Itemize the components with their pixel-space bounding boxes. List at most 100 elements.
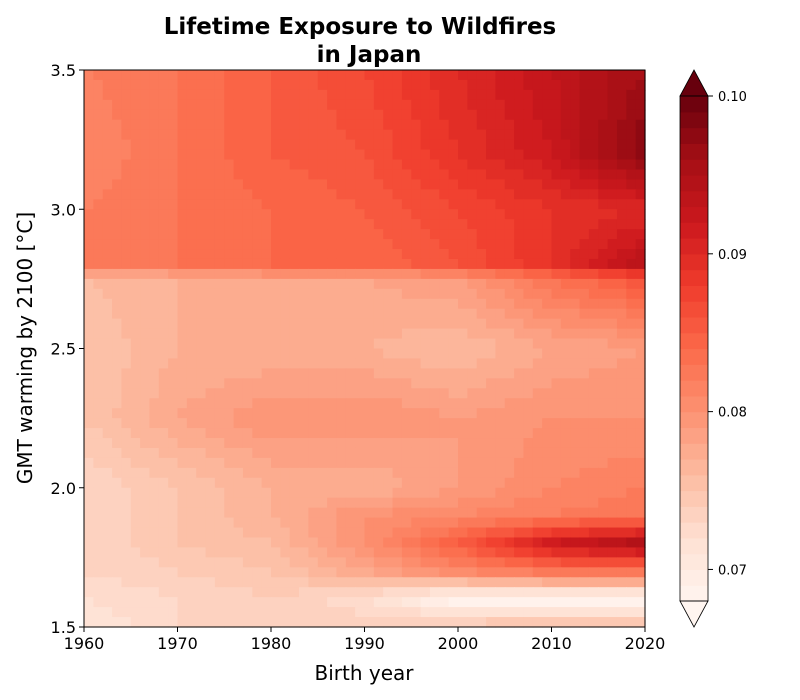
heatmap-cell (93, 229, 104, 240)
heatmap-cell (252, 258, 263, 270)
heatmap-cell (345, 577, 356, 588)
heatmap-cell (439, 99, 450, 111)
heatmap-cell (299, 109, 309, 121)
heatmap-cell (242, 487, 253, 499)
heatmap-cell (598, 428, 609, 439)
heatmap-cell (448, 477, 459, 489)
y-tick-label: 3.0 (51, 200, 76, 219)
heatmap-cell (551, 477, 562, 489)
heatmap-cell (504, 328, 515, 340)
heatmap-cell (607, 219, 618, 230)
heatmap-cell (140, 258, 151, 270)
heatmap-cell (224, 438, 235, 449)
heatmap-cell (205, 368, 216, 379)
heatmap-cell (579, 278, 590, 290)
heatmap-cell (233, 159, 244, 171)
colorbar-segment (680, 443, 708, 460)
heatmap-cell (93, 358, 104, 369)
heatmap-cell (383, 517, 394, 529)
heatmap-cell (439, 607, 450, 618)
heatmap-cell (112, 368, 122, 379)
heatmap-cell (102, 149, 113, 161)
heatmap-cell (93, 169, 104, 181)
heatmap-cell (401, 219, 412, 230)
heatmap-cell (401, 408, 412, 419)
heatmap-cell (214, 278, 225, 290)
heatmap-cell (289, 388, 300, 399)
heatmap-cell (486, 169, 496, 181)
heatmap-cell (495, 597, 506, 608)
heatmap-cell (486, 209, 496, 220)
heatmap-cell (102, 239, 113, 250)
heatmap-cell (149, 288, 160, 300)
heatmap-cell (514, 587, 525, 598)
heatmap-cell (186, 179, 197, 190)
heatmap-cell (504, 338, 515, 350)
heatmap-cell (411, 179, 422, 190)
heatmap-cell (242, 139, 253, 151)
heatmap-cell (84, 388, 94, 399)
heatmap-cell (242, 159, 253, 171)
heatmap-cell (401, 497, 412, 509)
heatmap-cell (448, 258, 459, 270)
heatmap-cell (504, 169, 515, 181)
heatmap-cell (93, 398, 104, 409)
heatmap-cell (214, 438, 225, 449)
heatmap-cell (186, 189, 197, 200)
heatmap-cell (476, 597, 487, 608)
heatmap-cell (523, 219, 534, 230)
heatmap-cell (486, 348, 496, 360)
heatmap-cell (616, 457, 627, 469)
colorbar-segment (680, 348, 708, 365)
heatmap-cell (579, 467, 590, 479)
heatmap-cell (439, 229, 450, 240)
heatmap-cell (579, 149, 590, 161)
heatmap-cell (364, 388, 375, 399)
heatmap-cell (93, 447, 104, 459)
heatmap-cell (149, 99, 160, 111)
heatmap-cell (570, 527, 581, 539)
heatmap-cell (467, 219, 478, 230)
heatmap-cell (112, 79, 122, 91)
heatmap-cell (271, 298, 281, 310)
heatmap-cell (121, 189, 132, 200)
heatmap-cell (317, 368, 328, 379)
heatmap-cell (252, 368, 263, 379)
heatmap-cell (579, 288, 590, 300)
heatmap-cell (411, 537, 422, 549)
heatmap-cell (280, 577, 291, 588)
heatmap-cell (140, 328, 151, 340)
heatmap-cell (495, 249, 506, 260)
heatmap-cell (186, 229, 197, 240)
heatmap-cell (607, 209, 618, 220)
heatmap-cell (205, 557, 216, 568)
heatmap-cell (420, 577, 431, 588)
heatmap-cell (121, 278, 132, 290)
heatmap-cell (224, 517, 235, 529)
heatmap-cell (168, 79, 179, 91)
heatmap-cell (542, 348, 553, 360)
heatmap-cell (635, 268, 646, 280)
heatmap-cell (261, 298, 272, 310)
heatmap-cell (532, 79, 543, 91)
heatmap-cell (448, 109, 459, 121)
heatmap-cell (149, 328, 160, 340)
heatmap-cell (130, 189, 141, 200)
heatmap-cell (327, 487, 338, 499)
heatmap-cell (579, 388, 590, 399)
heatmap-cell (140, 89, 151, 101)
heatmap-cell (149, 338, 160, 350)
heatmap-cell (551, 328, 562, 340)
heatmap-cell (551, 378, 562, 389)
heatmap-cell (495, 139, 506, 151)
heatmap-cell (84, 99, 94, 111)
heatmap-cell (411, 189, 422, 200)
heatmap-cell (271, 99, 281, 111)
heatmap-cell (280, 258, 291, 270)
heatmap-cell (495, 219, 506, 230)
heatmap-cell (121, 487, 132, 499)
heatmap-cell (476, 617, 487, 628)
heatmap-cell (336, 607, 347, 618)
heatmap-cell (158, 239, 169, 250)
heatmap-cell (168, 587, 179, 598)
